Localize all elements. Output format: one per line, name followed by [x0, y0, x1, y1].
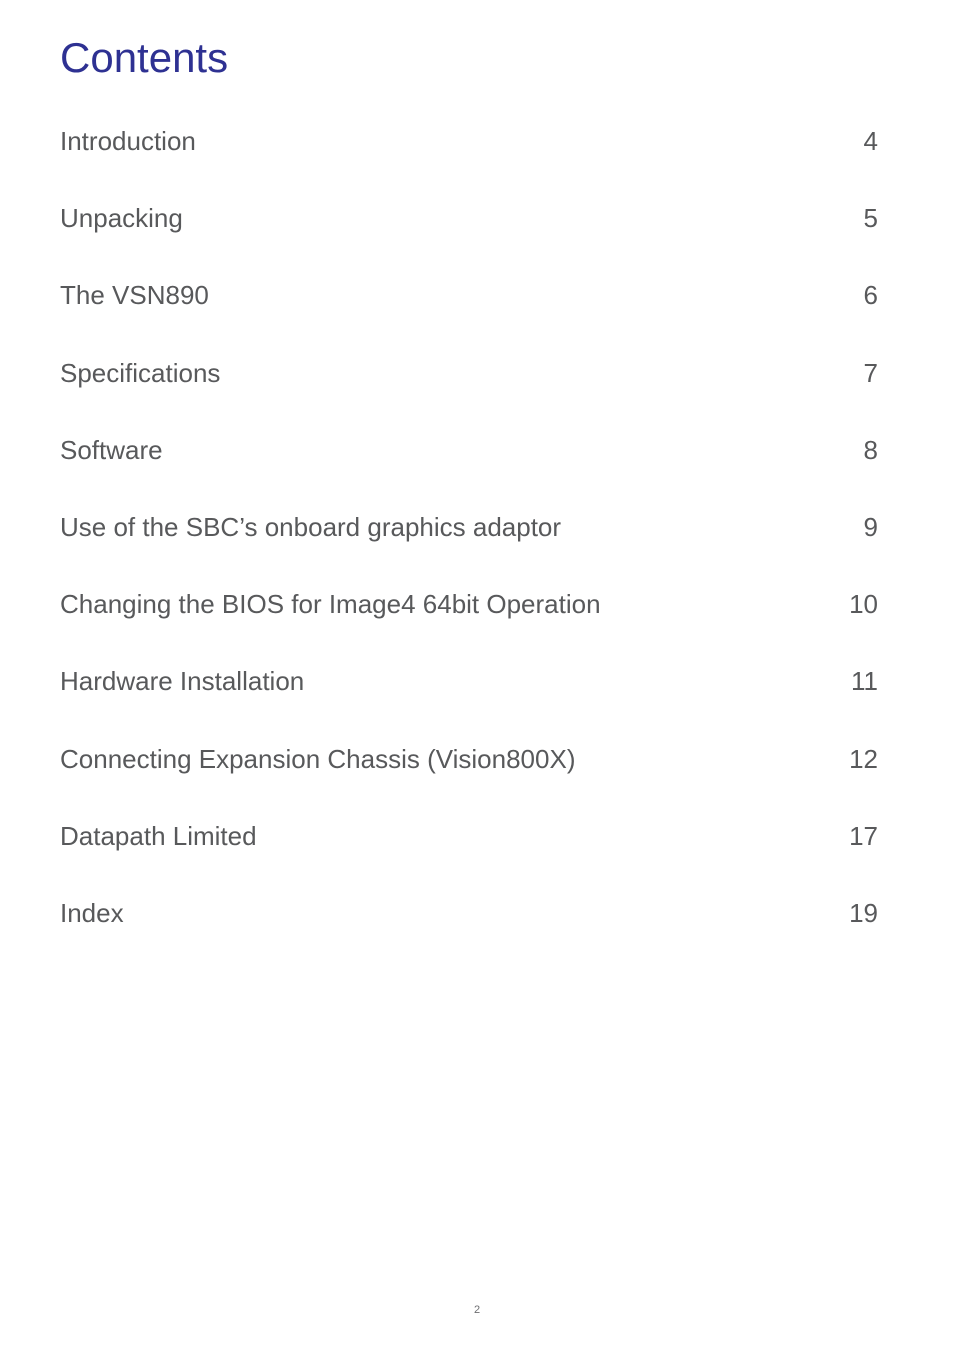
toc-page: 11 — [831, 666, 878, 697]
toc-label: Unpacking — [60, 203, 844, 234]
toc-label: Introduction — [60, 126, 844, 157]
toc-label: Software — [60, 435, 844, 466]
toc-page: 6 — [844, 280, 878, 311]
toc-label: The VSN890 — [60, 280, 844, 311]
toc-row[interactable]: Changing the BIOS for Image4 64bit Opera… — [60, 589, 878, 620]
toc-page: 7 — [844, 358, 878, 389]
toc-page: 5 — [844, 203, 878, 234]
page-container: Contents Introduction 4 Unpacking 5 The … — [0, 0, 954, 929]
table-of-contents: Introduction 4 Unpacking 5 The VSN890 6 … — [60, 126, 878, 929]
toc-page: 10 — [829, 589, 878, 620]
toc-page: 9 — [844, 512, 878, 543]
toc-page: 12 — [829, 744, 878, 775]
toc-row[interactable]: Datapath Limited 17 — [60, 821, 878, 852]
toc-page: 4 — [844, 126, 878, 157]
toc-row[interactable]: Unpacking 5 — [60, 203, 878, 234]
toc-page: 8 — [844, 435, 878, 466]
toc-row[interactable]: Specifications 7 — [60, 358, 878, 389]
toc-label: Hardware Installation — [60, 666, 831, 697]
toc-row[interactable]: Software 8 — [60, 435, 878, 466]
toc-label: Datapath Limited — [60, 821, 829, 852]
toc-page: 17 — [829, 821, 878, 852]
toc-label: Index — [60, 898, 829, 929]
page-number: 2 — [0, 1304, 954, 1316]
toc-row[interactable]: Index 19 — [60, 898, 878, 929]
toc-row[interactable]: Hardware Installation 11 — [60, 666, 878, 697]
toc-label: Connecting Expansion Chassis (Vision800X… — [60, 744, 829, 775]
toc-row[interactable]: Introduction 4 — [60, 126, 878, 157]
toc-label: Specifications — [60, 358, 844, 389]
contents-heading: Contents — [60, 34, 878, 82]
toc-page: 19 — [829, 898, 878, 929]
toc-row[interactable]: The VSN890 6 — [60, 280, 878, 311]
toc-label: Changing the BIOS for Image4 64bit Opera… — [60, 589, 829, 620]
toc-row[interactable]: Connecting Expansion Chassis (Vision800X… — [60, 744, 878, 775]
toc-row[interactable]: Use of the SBC’s onboard graphics adapto… — [60, 512, 878, 543]
toc-label: Use of the SBC’s onboard graphics adapto… — [60, 512, 844, 543]
